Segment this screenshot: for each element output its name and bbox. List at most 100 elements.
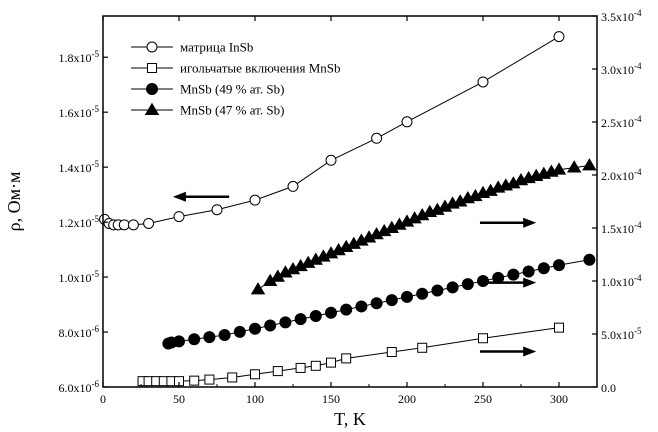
- y-right-tick-label: 3.5x10-4: [601, 8, 642, 24]
- data-point: [325, 154, 337, 166]
- x-tick-label: 200: [398, 392, 416, 406]
- data-point: [295, 362, 306, 373]
- series-2: [137, 322, 564, 387]
- series-3: [162, 253, 596, 350]
- data-point: [189, 375, 200, 386]
- data-point: [127, 219, 139, 231]
- data-point: [173, 211, 185, 223]
- data-point: [250, 369, 260, 380]
- data-point: [233, 325, 246, 338]
- data-point: [211, 204, 223, 216]
- y-left-tick-label: 1.4x10-5: [59, 159, 100, 175]
- y-left-tick-label: 1.6x10-5: [59, 104, 100, 120]
- legend-label: MnSb (47 % ат. Sb): [180, 103, 284, 118]
- axis-arrow-left: [172, 191, 230, 202]
- y-left-tick-label: 1.8x10-5: [59, 49, 100, 65]
- data-point: [446, 281, 459, 294]
- data-point: [249, 322, 261, 335]
- data-point: [431, 284, 444, 297]
- data-point: [371, 132, 383, 144]
- data-point: [326, 357, 336, 368]
- legend-label: матрица InSb: [180, 40, 253, 55]
- data-point: [287, 180, 299, 192]
- data-point: [325, 306, 337, 319]
- data-point: [204, 374, 215, 385]
- data-point: [583, 253, 596, 266]
- y-right-tick-label: 1.5x10-4: [601, 220, 642, 236]
- data-point: [173, 335, 185, 348]
- data-point: [294, 313, 307, 326]
- x-tick-label: 150: [322, 392, 340, 406]
- data-point: [218, 329, 231, 342]
- data-point: [264, 319, 277, 332]
- x-tick-label: 250: [474, 392, 492, 406]
- series-1: [99, 31, 565, 231]
- data-point: [537, 262, 550, 275]
- y-left-tick-label: 1.0x10-5: [59, 269, 100, 285]
- data-point: [401, 116, 413, 128]
- y-left-tick-label: 8.0x10-6: [59, 324, 100, 340]
- data-point: [567, 160, 582, 173]
- data-point: [188, 333, 201, 346]
- data-point: [477, 275, 489, 287]
- data-point: [309, 309, 322, 322]
- legend: матрица InSb игольчатые включения MnSb MnS…: [131, 40, 341, 118]
- data-point: [143, 217, 155, 229]
- data-point: [227, 372, 238, 383]
- y-right-tick-label: 2.5x10-4: [601, 114, 642, 130]
- axis-arrow-right: [479, 277, 537, 288]
- data-point: [310, 360, 321, 371]
- legend-entry: MnSb (47 % ат. Sb): [131, 103, 284, 118]
- y-axis-left-label: ρ, Ом·м: [4, 172, 24, 232]
- data-point: [416, 287, 429, 300]
- data-point: [385, 294, 398, 307]
- data-point: [554, 322, 564, 333]
- data-point: [386, 347, 397, 358]
- axis-arrow-right: [479, 217, 537, 228]
- y-right-tick-label: 3.0x10-4: [601, 61, 642, 77]
- y-left-tick-label: 6.0x10-6: [59, 379, 100, 395]
- y-right-tick-label: 5.0x10-5: [601, 326, 642, 342]
- data-point: [250, 282, 266, 295]
- y-left-tick-label: 1.2x10-5: [59, 214, 100, 230]
- legend-marker: [147, 63, 157, 73]
- y-right-tick-label: 1.0x10-4: [601, 273, 642, 289]
- plot-frame: [102, 15, 598, 388]
- data-point: [477, 76, 489, 88]
- y-right-tick-label: 0.0: [601, 381, 616, 395]
- data-point: [551, 162, 567, 175]
- legend-marker: [146, 41, 158, 53]
- data-point: [401, 290, 413, 303]
- data-point: [461, 278, 474, 291]
- data-point: [478, 333, 488, 344]
- x-tick-label: 300: [550, 392, 568, 406]
- data-point: [582, 158, 597, 171]
- axis-arrow-right: [479, 346, 537, 357]
- data-point: [340, 303, 353, 316]
- series-4: [250, 158, 597, 295]
- data-point: [355, 300, 368, 313]
- data-point: [417, 342, 428, 353]
- data-point: [507, 268, 520, 281]
- data-point: [272, 366, 283, 377]
- x-tick-label: 50: [173, 392, 185, 406]
- data-point: [341, 353, 352, 364]
- x-tick-label: 0: [100, 392, 106, 406]
- legend-label: игольчатые включения MnSb: [180, 61, 341, 76]
- legend-entry: MnSb (49 % ат. Sb): [131, 82, 284, 97]
- data-point: [553, 259, 565, 272]
- x-tick-label: 100: [246, 392, 264, 406]
- data-point: [370, 297, 383, 310]
- data-point: [118, 219, 130, 231]
- legend-label: MnSb (49 % ат. Sb): [180, 82, 284, 97]
- y-right-tick-label: 2.0x10-4: [601, 167, 642, 183]
- data-point: [553, 31, 565, 43]
- legend-marker: [146, 83, 158, 95]
- legend-marker: [144, 102, 160, 115]
- data-point: [203, 331, 216, 344]
- data-point: [522, 265, 535, 278]
- data-point: [249, 194, 261, 206]
- data-point: [279, 316, 292, 329]
- legend-entry: матрица InSb: [131, 40, 253, 55]
